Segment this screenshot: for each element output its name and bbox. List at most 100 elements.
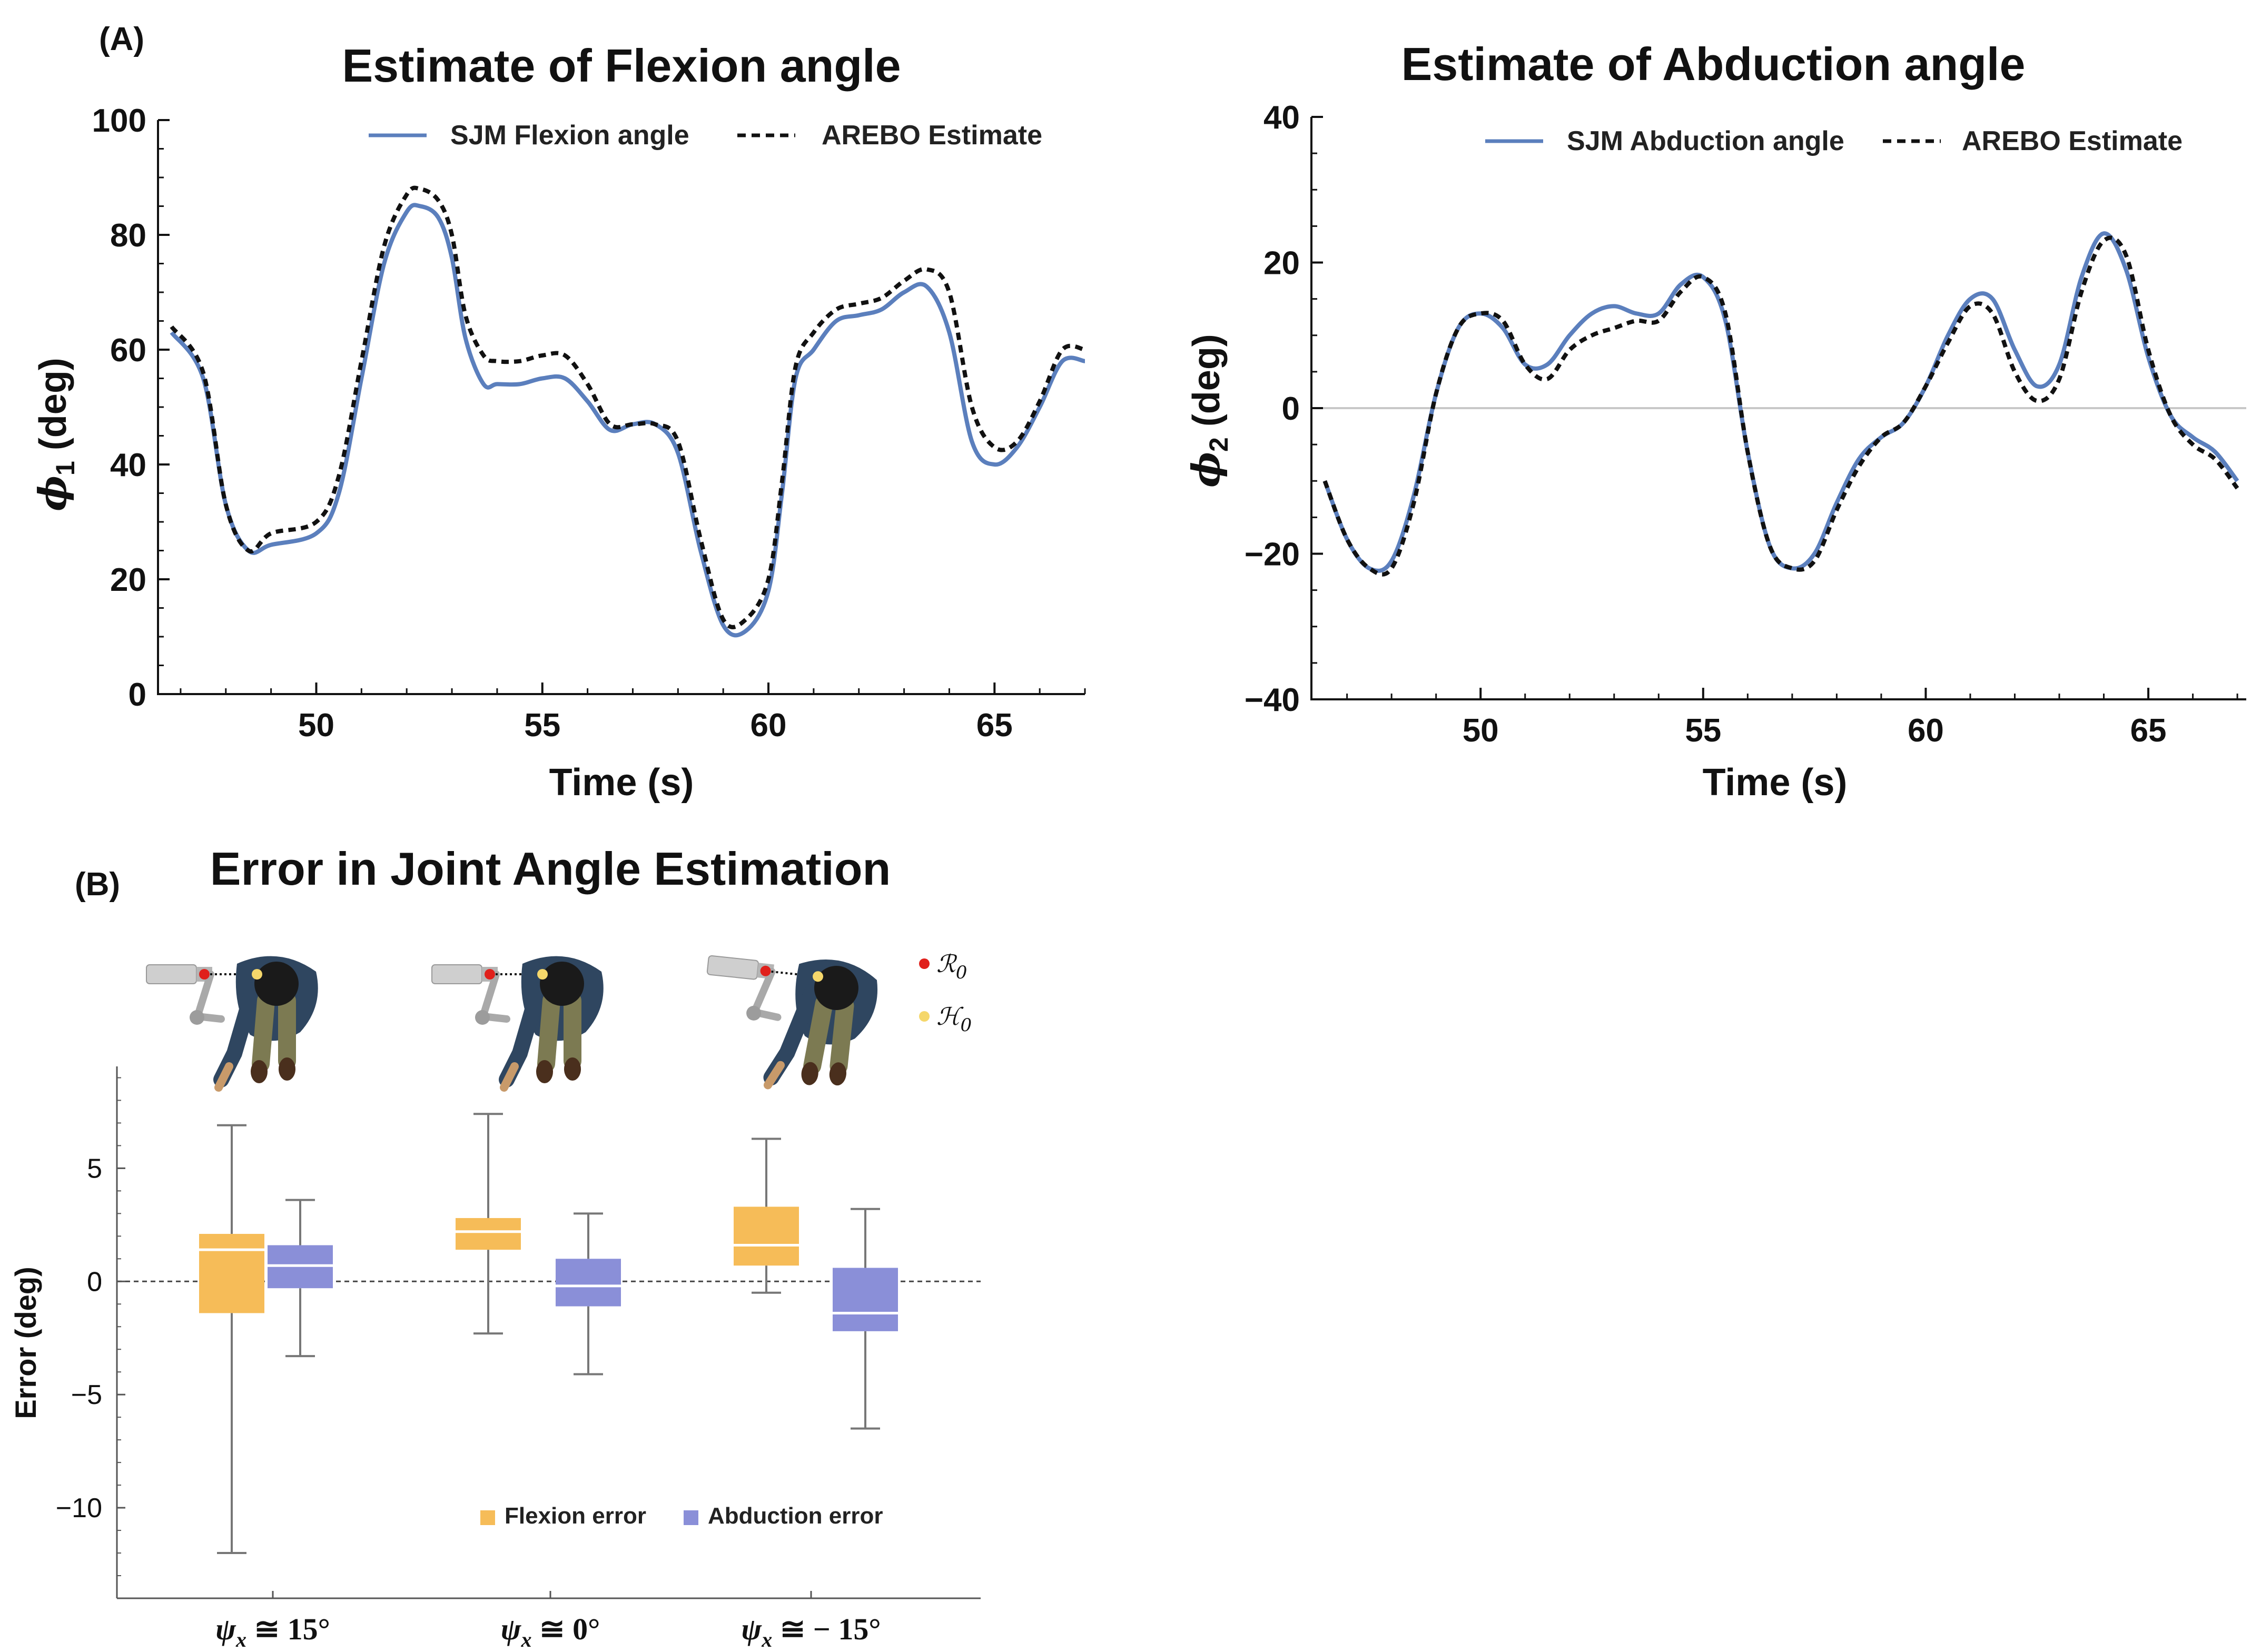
user-hand: [214, 1062, 233, 1092]
category-symbol: ψ: [501, 1612, 522, 1646]
r0-point: [485, 969, 495, 980]
c2-ytick-label: 40: [1263, 100, 1300, 136]
c1-series-arebo-line: [170, 185, 1085, 629]
robot-base: [431, 964, 482, 984]
c2-xtick-label: 65: [2130, 713, 2167, 749]
reference-line: [766, 970, 817, 977]
flexion-y-axis-symbol: ϕ: [30, 476, 75, 511]
robot-elbow: [746, 1005, 762, 1021]
c1-ytick-label: 0: [129, 677, 146, 713]
c1-ytick-label: 80: [110, 217, 146, 254]
r0-symbol: ℛ: [936, 949, 957, 978]
user-foot-right: [279, 1057, 295, 1081]
abduction-chart: Estimate of Abduction angle −40 −20 0 20 40 5…: [1183, 38, 2246, 804]
box-iqr: [556, 1259, 621, 1307]
c3-ytick-label: 0: [87, 1267, 102, 1297]
r0-point: [760, 965, 771, 976]
c1-ytick-label: 100: [92, 103, 146, 139]
c2-series-sjm-line: [1322, 231, 2239, 573]
user-foot-left: [536, 1060, 553, 1083]
flexion-chart-title: Estimate of Flexion angle: [342, 39, 901, 92]
flexion-y-axis-unit: (deg): [32, 358, 74, 461]
c3-ytick-label: 0: [87, 1267, 102, 1297]
h0-point: [537, 969, 548, 980]
c2-series-arebo-line: [1322, 235, 2239, 577]
error-boxplot-chart: Error in Joint Angle Estimation ℛ0 ℋ0 −1…: [9, 843, 981, 1651]
c1-ytick-label: 20: [110, 562, 146, 598]
user-robot-illustration: [431, 956, 604, 1092]
r0-sub: 0: [956, 962, 967, 983]
abduction-x-axis-label: Time (s): [1703, 761, 1848, 804]
c1-series-sjm-line: [170, 203, 1085, 638]
abduction-y-axis-unit: (deg): [1186, 334, 1228, 437]
c2-ytick-label: 0: [1282, 391, 1300, 427]
robot-base: [146, 964, 197, 984]
flexion-y-axis-subscript: 1: [51, 461, 80, 476]
flexion-x-axis-label: Time (s): [549, 761, 694, 804]
user-foot-right: [564, 1057, 581, 1081]
h0-marker-label: ℋ0: [936, 1002, 972, 1036]
h0-marker-dot: [919, 1011, 930, 1022]
box-abduction-2: [833, 1208, 898, 1430]
user-hand: [763, 1061, 785, 1090]
box-iqr: [734, 1206, 799, 1266]
c1-xtick-label: 50: [298, 707, 334, 744]
flexion-legend-arebo-label: AREBO Estimate: [822, 120, 1042, 151]
user-robot-illustration: [146, 956, 318, 1092]
box-iqr: [833, 1268, 898, 1331]
category-label: ψx ≅ − 15°: [741, 1612, 881, 1651]
category-subscript: x: [520, 1628, 531, 1651]
h0-symbol: ℋ: [936, 1002, 964, 1031]
r0-marker-label: ℛ0: [936, 949, 967, 983]
user-foot-right: [829, 1062, 846, 1086]
box-iqr: [456, 1218, 521, 1250]
robot-elbow: [475, 1010, 490, 1025]
user-head: [540, 962, 584, 1006]
flexion-y-axis-label: ϕ1 (deg): [30, 358, 80, 511]
category-value: ≅ − 15°: [772, 1612, 881, 1646]
box-abduction-1: [556, 1212, 621, 1376]
c1-xtick-label: 55: [524, 707, 560, 744]
user-robot-illustration: [706, 955, 878, 1090]
box-flexion-1: [456, 1113, 521, 1335]
category-symbol: ψ: [741, 1612, 762, 1646]
box-flexion-2: [734, 1137, 799, 1294]
category-value: ≅ 15°: [246, 1612, 330, 1646]
box-abduction-0: [268, 1199, 333, 1358]
c2-ytick-label: −40: [1245, 682, 1300, 718]
panel-a-label: (A): [99, 21, 144, 57]
user-legs: [252, 992, 296, 1073]
user-head: [254, 962, 299, 1006]
user-legs: [803, 994, 854, 1075]
legend-abduction-swatch: [684, 1510, 698, 1525]
robot-base: [706, 955, 759, 980]
abduction-legend-sjm-label: SJM Abduction angle: [1567, 126, 1844, 156]
category-label: ψx ≅ 0°: [501, 1612, 600, 1651]
box-flexion-0: [199, 1124, 264, 1555]
flexion-chart: Estimate of Flexion angle 0 20 40 60 80 100 50…: [30, 39, 1086, 804]
c1-ytick-label: 60: [110, 332, 146, 369]
category-symbol: ψ: [215, 1612, 236, 1646]
error-chart-title: Error in Joint Angle Estimation: [210, 843, 891, 895]
legend-abduction-label: Abduction error: [708, 1503, 883, 1529]
h0-sub: 0: [960, 1015, 972, 1036]
abduction-chart-title: Estimate of Abduction angle: [1401, 38, 2026, 90]
c2-xtick-label: 60: [1908, 713, 1944, 749]
box-iqr: [199, 1234, 264, 1313]
abduction-legend-arebo-label: AREBO Estimate: [1962, 126, 2183, 156]
category-subscript: x: [761, 1628, 772, 1651]
h0-point: [813, 971, 824, 982]
abduction-y-axis-symbol: ϕ: [1183, 452, 1228, 488]
flexion-legend-sjm-label: SJM Flexion angle: [450, 120, 689, 151]
c2-xtick-label: 50: [1463, 713, 1499, 749]
legend-flexion-label: Flexion error: [505, 1503, 646, 1529]
h0-point: [252, 969, 262, 980]
abduction-y-axis-label: ϕ2 (deg): [1183, 334, 1233, 488]
r0-marker-dot: [919, 958, 930, 969]
legend-flexion-swatch: [480, 1510, 495, 1525]
posture-illustrations: [146, 955, 878, 1092]
panel-b-label: (B): [75, 866, 120, 903]
c1-xtick-label: 60: [751, 707, 787, 744]
c2-ytick-label: 20: [1263, 245, 1300, 282]
